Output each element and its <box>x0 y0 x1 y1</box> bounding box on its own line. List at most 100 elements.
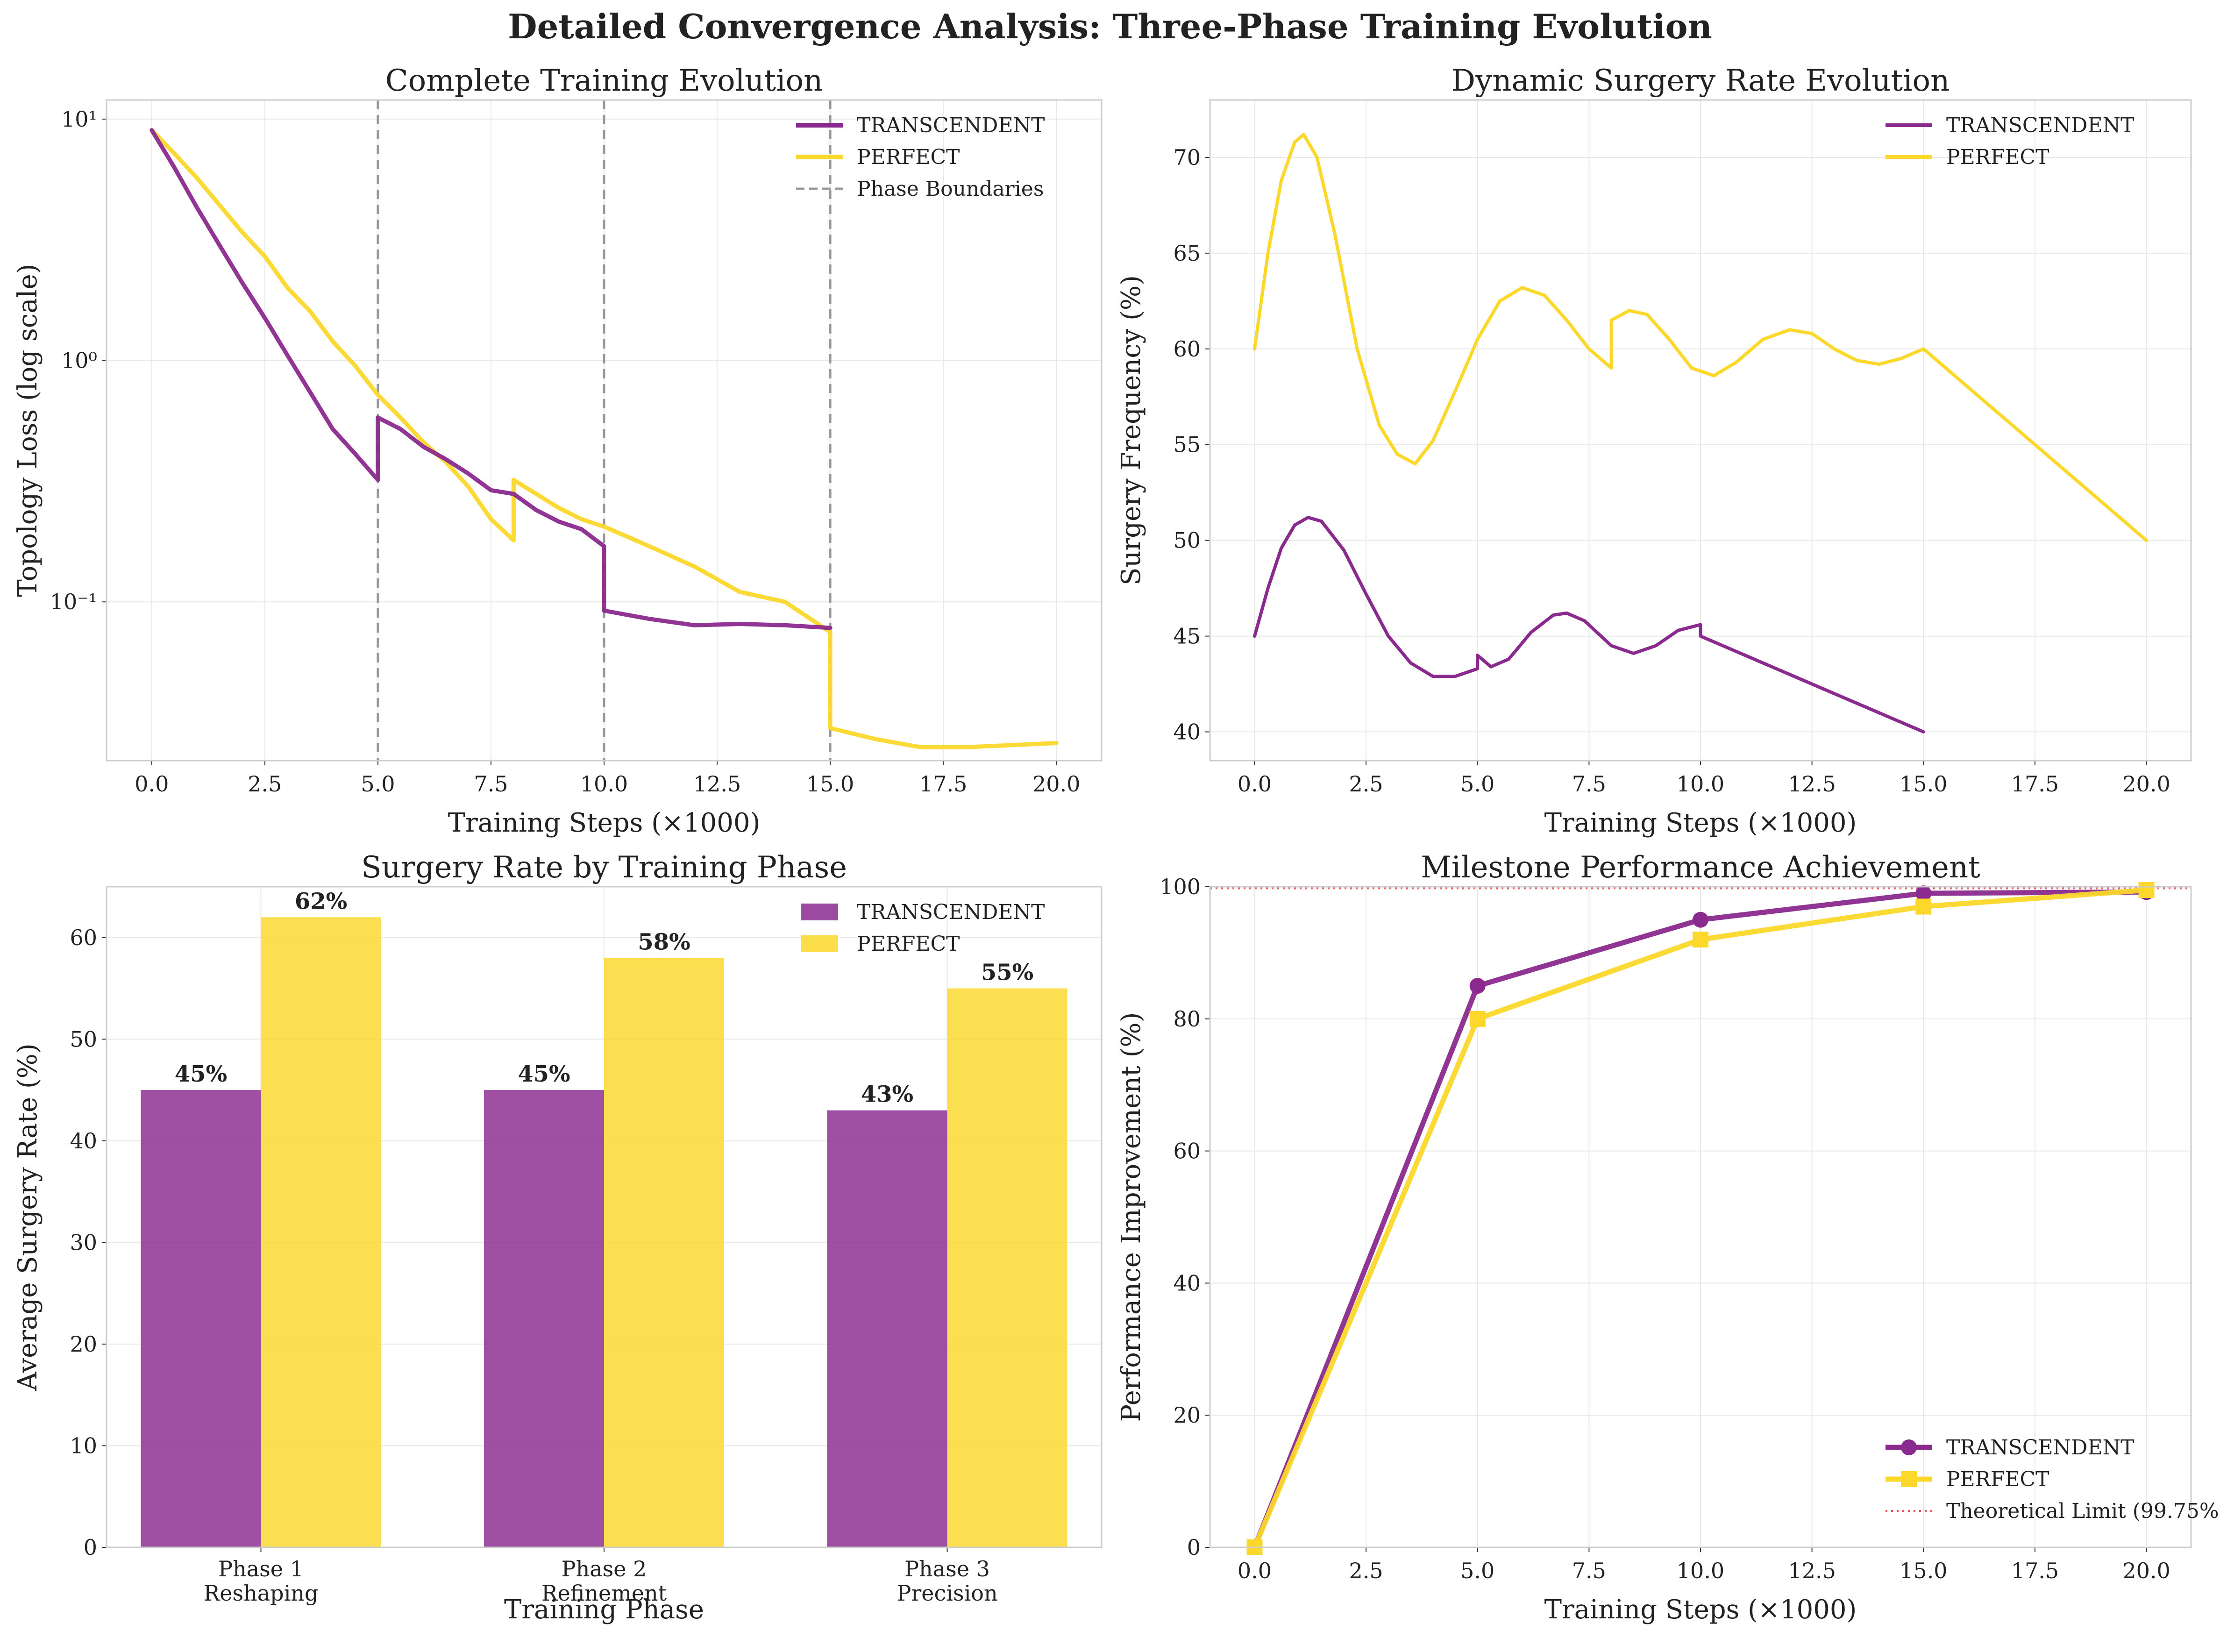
axes-spines <box>1209 886 2192 1548</box>
series-line <box>149 128 832 630</box>
data-point <box>1915 898 1932 915</box>
x-tick-label: 15.0 <box>806 771 854 797</box>
y-tick-label: 10¹ <box>61 107 97 132</box>
series-line <box>149 128 1059 749</box>
legend-label: PERFECT <box>857 932 960 956</box>
subplot-title: Complete Training Evolution <box>385 64 823 98</box>
x-tick-label: 17.5 <box>2011 771 2059 797</box>
x-tick-label: 2.5 <box>1349 771 1383 797</box>
x-tick-label: Phase 2 <box>562 1556 647 1581</box>
x-tick-label: Reshaping <box>204 1581 319 1606</box>
axes-spines <box>1209 99 2192 762</box>
x-tick-label: Refinement <box>541 1581 667 1606</box>
legend-label: Theoretical Limit (99.75%) <box>1946 1499 2220 1523</box>
legend: TRANSCENDENT PERFECT <box>801 900 1045 956</box>
data-point <box>1469 1011 1486 1027</box>
x-tick-label: 7.5 <box>1572 771 1606 797</box>
legend-label: PERFECT <box>857 145 960 169</box>
legend: TRANSCENDENT PERFECT Theoretical Limit (99… <box>1886 1436 2220 1523</box>
y-tick-label: 60 <box>70 925 97 950</box>
bar <box>604 958 725 1547</box>
x-tick-label: 7.5 <box>474 771 508 797</box>
bar <box>484 1090 604 1547</box>
figure-suptitle: Detailed Convergence Analysis: Three-Pha… <box>508 7 1712 46</box>
data-point <box>2138 882 2155 898</box>
x-tick-label: 20.0 <box>2122 771 2170 797</box>
x-tick-label: 0.0 <box>1238 1558 1272 1583</box>
x-axis-label: Training Steps (×1000) <box>1544 1595 1857 1625</box>
y-tick-label: 60 <box>1173 1139 1201 1164</box>
y-tick-label: 65 <box>1173 241 1201 266</box>
legend-label: TRANSCENDENT <box>857 900 1045 924</box>
x-tick-label: Precision <box>897 1581 997 1606</box>
y-tick-label: 0 <box>1187 1535 1201 1560</box>
bar-value-label: 45% <box>175 1061 227 1087</box>
y-tick-label: 40 <box>1173 719 1201 745</box>
subplot-dynamic-surgery-rate: Dynamic Surgery Rate Evolution Training S… <box>1116 64 2192 838</box>
subplot-milestone-performance: Milestone Performance Achievement Trainin… <box>1116 850 2220 1625</box>
legend-label: TRANSCENDENT <box>857 114 1045 137</box>
y-tick-label: 50 <box>1173 528 1201 553</box>
y-tick-label: 45 <box>1173 624 1201 649</box>
legend-label: Phase Boundaries <box>857 177 1044 201</box>
legend-label: TRANSCENDENT <box>1946 114 2134 137</box>
y-axis-label: Topology Loss (log scale) <box>13 264 43 597</box>
y-tick-label: 30 <box>70 1230 97 1255</box>
legend-label: PERFECT <box>1946 1467 2049 1491</box>
x-tick-label: 17.5 <box>2011 1558 2059 1583</box>
y-tick-label: 100 <box>1160 874 1201 899</box>
x-tick-label: 12.5 <box>1788 1558 1836 1583</box>
subplot-surgery-rate-by-phase: Surgery Rate by Training Phase Training P… <box>13 850 1103 1625</box>
bar-value-label: 43% <box>861 1082 913 1108</box>
y-tick-label: 70 <box>1173 145 1201 170</box>
bar <box>947 988 1067 1547</box>
legend-marker <box>1901 1439 1917 1455</box>
bar-value-label: 45% <box>518 1061 570 1087</box>
bar <box>261 917 381 1547</box>
x-tick-label: 12.5 <box>693 771 741 797</box>
bar <box>141 1090 261 1547</box>
data-point <box>1469 978 1486 994</box>
y-tick-label: 0 <box>84 1535 97 1560</box>
legend-swatch <box>801 935 838 952</box>
y-tick-label: 10⁰ <box>61 348 97 373</box>
x-tick-label: Phase 3 <box>904 1556 990 1581</box>
x-tick-label: 5.0 <box>361 771 395 797</box>
y-tick-label: 40 <box>70 1128 97 1154</box>
x-axis-label: Training Steps (×1000) <box>448 808 761 838</box>
x-tick-label: 10.0 <box>1677 1558 1724 1583</box>
x-tick-label: 17.5 <box>919 771 967 797</box>
series-line <box>1253 133 2148 542</box>
y-tick-label: 80 <box>1173 1006 1201 1032</box>
y-tick-label: 55 <box>1173 432 1201 457</box>
data-point <box>1693 932 1708 948</box>
y-axis-label: Average Surgery Rate (%) <box>13 1043 43 1391</box>
x-tick-label: 2.5 <box>248 771 282 797</box>
subplot-title: Milestone Performance Achievement <box>1421 850 1980 885</box>
x-tick-label: 5.0 <box>1460 771 1494 797</box>
y-tick-label: 60 <box>1173 336 1201 362</box>
y-tick-label: 40 <box>1173 1270 1201 1296</box>
subplot-complete-training-evolution: Complete Training Evolution Training Step… <box>13 64 1103 838</box>
y-tick-label: 10 <box>70 1433 97 1458</box>
data-point <box>1915 885 1932 902</box>
bar-value-label: 55% <box>981 960 1033 986</box>
x-axis-label: Training Phase <box>504 1595 704 1625</box>
bar-value-label: 62% <box>295 888 347 914</box>
legend-swatch <box>801 904 838 920</box>
legend-marker <box>1901 1471 1917 1487</box>
legend: TRANSCENDENT PERFECT <box>1886 114 2134 169</box>
x-tick-label: 20.0 <box>2122 1558 2170 1583</box>
x-tick-label: 5.0 <box>1460 1558 1494 1583</box>
x-tick-label: 2.5 <box>1349 1558 1383 1583</box>
x-tick-label: 7.5 <box>1572 1558 1606 1583</box>
x-tick-label: 10.0 <box>580 771 628 797</box>
subplot-title: Dynamic Surgery Rate Evolution <box>1452 64 1950 98</box>
bar-value-label: 58% <box>638 929 690 955</box>
legend-label: TRANSCENDENT <box>1946 1436 2134 1460</box>
x-tick-label: 10.0 <box>1677 771 1724 797</box>
bar <box>827 1110 947 1547</box>
x-tick-label: 15.0 <box>1900 1558 1947 1583</box>
legend: TRANSCENDENT PERFECT Phase Boundaries <box>796 114 1045 201</box>
x-tick-label: 0.0 <box>135 771 169 797</box>
